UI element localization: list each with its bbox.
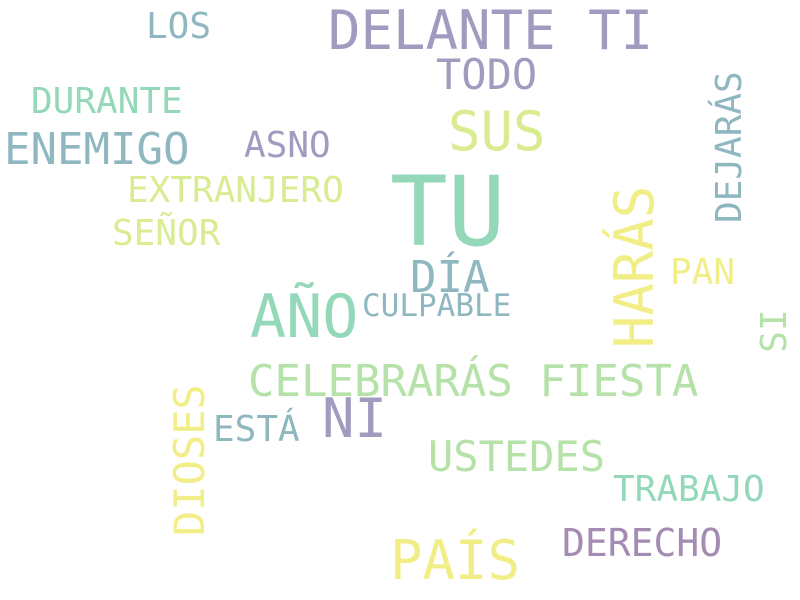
word-senor: SEÑOR (112, 216, 220, 252)
word-derecho: DERECHO (562, 524, 722, 562)
word-ni: NI (322, 392, 387, 446)
word-durante: DURANTE (31, 84, 183, 120)
word-enemigo: ENEMIGO (4, 128, 189, 172)
word-celebraras-fiesta: CELEBRARÁS FIESTA (248, 360, 698, 404)
word-culpable: CULPABLE (362, 291, 511, 322)
word-asno: ASNO (244, 128, 331, 164)
word-dejaras: DEJARÁS (712, 73, 748, 223)
word-sus: SUS (448, 105, 546, 159)
word-ano: AÑO (250, 287, 358, 347)
word-extranjero: EXTRANJERO (127, 173, 344, 209)
word-haras: HARÁS (608, 182, 662, 352)
word-esta: ESTÁ (213, 412, 300, 448)
word-los: LOS (146, 9, 211, 45)
word-pan: PAN (670, 255, 735, 291)
word-tu: TU (390, 164, 506, 260)
word-dioses: DIOSES (169, 386, 211, 536)
word-pais: PAÍS (390, 534, 520, 588)
word-ustedes: USTEDES (428, 436, 605, 478)
word-si: SI (757, 306, 793, 356)
word-todo: TODO (436, 54, 537, 96)
word-trabajo: TRABAJO (613, 472, 765, 508)
